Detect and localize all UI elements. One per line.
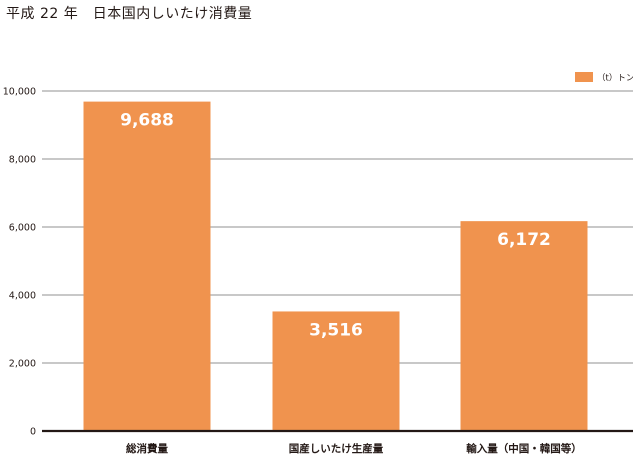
y-tick-label: 0 xyxy=(30,427,36,438)
data-label: 6,172 xyxy=(497,230,551,250)
legend: （t）トン xyxy=(575,72,633,84)
bar-2 xyxy=(272,311,400,431)
legend-swatch xyxy=(575,72,593,82)
y-tick-label: 10,000 xyxy=(3,87,36,98)
y-tick-label: 4,000 xyxy=(9,291,36,302)
data-label: 9,688 xyxy=(120,111,174,131)
data-label: 3,516 xyxy=(309,320,363,340)
x-category-label: 輸入量（中国・韓国等） xyxy=(466,442,582,455)
bar-1 xyxy=(83,101,211,431)
y-tick-label: 8,000 xyxy=(9,155,36,166)
x-category-label: 国産しいたけ生産量 xyxy=(289,442,384,455)
bars xyxy=(83,101,588,431)
page-title: 平成 22 年 日本国内しいたけ消費量 xyxy=(6,6,253,22)
x-category-label: 総消費量 xyxy=(126,442,168,455)
bar-3 xyxy=(460,221,588,431)
legend-label: （t）トン xyxy=(597,73,633,84)
y-tick-label: 6,000 xyxy=(9,223,36,234)
y-tick-label: 2,000 xyxy=(9,359,36,370)
labels: 0 2,000 4,000 6,000 8,000 10,000 9,688 総消費量 3,51… xyxy=(3,87,582,456)
